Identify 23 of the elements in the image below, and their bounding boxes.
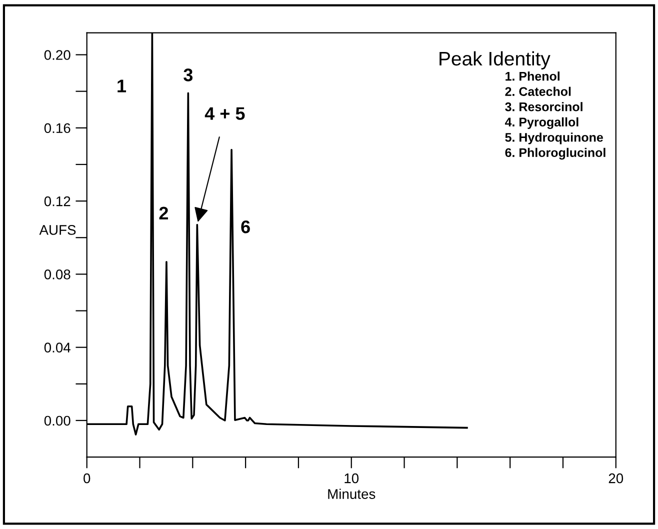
annotation: 1. Phenol <box>506 72 560 81</box>
y-tick-label: 0.04 <box>44 342 70 353</box>
y-tick-label: 0.16 <box>44 123 70 134</box>
y-axis-title: AUFS <box>39 225 76 235</box>
y-tick-label: 0.00 <box>44 416 70 426</box>
annotation: 2. Catechol <box>505 86 571 96</box>
annotation: 4 + 5 <box>204 107 245 120</box>
y-tick-label: 0.20 <box>44 50 70 60</box>
annotation: 3. Resorcinol <box>505 102 582 112</box>
annotation: 2 <box>159 206 168 220</box>
annotation: 6 <box>241 220 250 234</box>
x-tick-label: 0 <box>84 473 90 484</box>
x-tick-label: 10 <box>344 473 359 484</box>
y-tick-label: 0.08 <box>44 270 70 280</box>
annotation: Peak Identity <box>440 51 550 70</box>
annotation: 5. Hydroquinone <box>505 132 603 144</box>
annotation: 1 <box>118 80 126 92</box>
y-tick-label: 0.12 <box>44 196 70 206</box>
annotation: 4. Pyrogallol <box>504 117 578 130</box>
annotation: 6. Phloroglucinol <box>505 148 606 160</box>
annotation: 3 <box>184 68 193 82</box>
x-tick-label: 20 <box>608 473 624 484</box>
x-axis-title: Minutes <box>328 488 376 499</box>
